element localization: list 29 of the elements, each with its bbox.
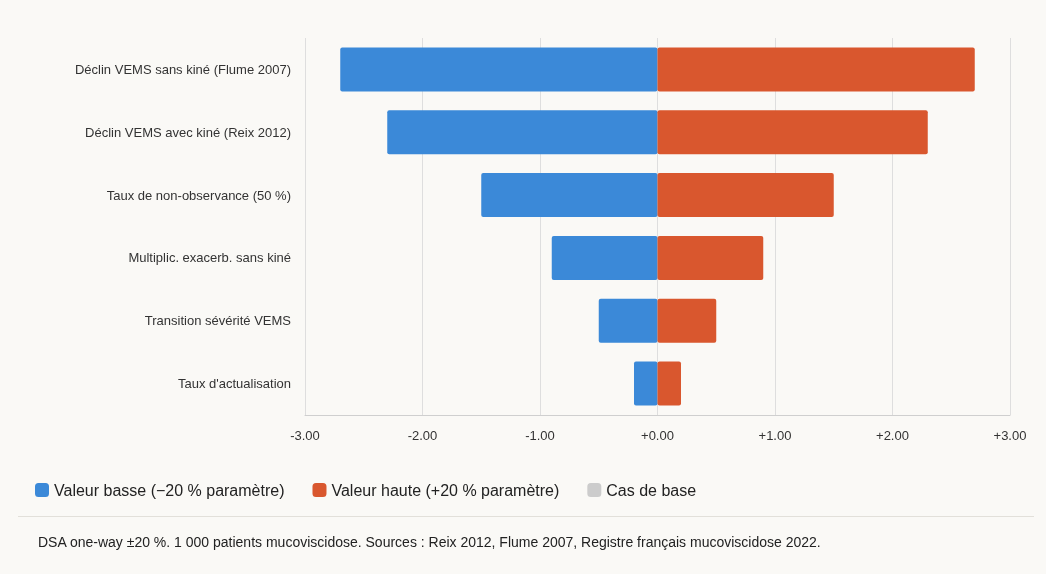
y-tick-label: Déclin VEMS avec kiné (Reix 2012) — [85, 124, 291, 140]
bar — [551, 235, 658, 280]
bar — [657, 361, 681, 406]
x-tick-label: -2.00 — [407, 428, 438, 443]
y-tick-label: Taux d'actualisation — [177, 376, 291, 392]
bar — [481, 173, 658, 218]
x-tick-label: +3.00 — [993, 428, 1027, 443]
bar — [340, 47, 658, 92]
y-tick-label: Transition sévérité VEMS — [144, 313, 292, 329]
y-tick-label: Taux de non-observance (50 %) — [106, 187, 291, 203]
bar — [657, 298, 717, 343]
bar — [387, 110, 658, 155]
legend-label: Valeur haute (+20 % paramètre) — [331, 481, 560, 499]
x-tick-label: +1.00 — [758, 428, 792, 443]
text: DSA one-way ±20 %. 1 000 patients mucoviscidose. Sources : Reix 2012, Flume 2007, Registre français mucoviscidose 2022. — [38, 534, 821, 550]
bar — [657, 47, 975, 92]
x-tick-label: -1.00 — [525, 428, 555, 443]
x-tick-label: -3.00 — [290, 428, 320, 443]
y-tick-label: Déclin VEMS sans kiné (Flume 2007) — [74, 61, 291, 77]
bar — [657, 173, 834, 218]
x-tick-label: +2.00 — [876, 428, 909, 443]
y-tick-label: Multiplic. exacerb. sans kiné — [128, 250, 291, 266]
bar — [598, 298, 658, 343]
legend-label: Cas de base — [606, 481, 697, 499]
legend-label: Valeur basse (−20 % paramètre) — [54, 481, 285, 499]
bar — [657, 110, 928, 155]
bar — [657, 235, 764, 280]
x-tick-label: +0.00 — [641, 428, 674, 443]
bar — [634, 361, 658, 406]
